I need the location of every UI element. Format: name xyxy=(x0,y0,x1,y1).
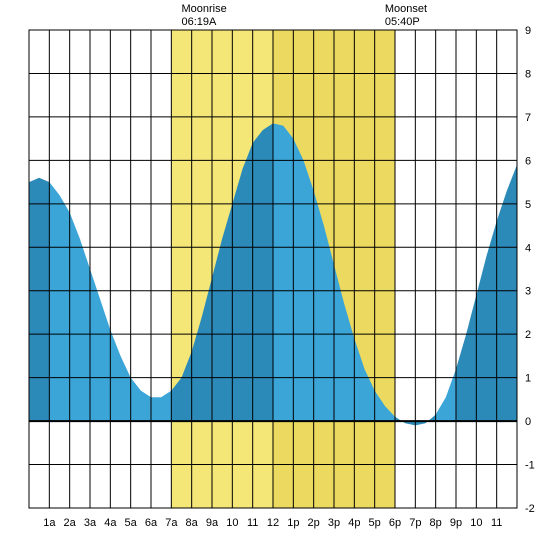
y-tick-label: 4 xyxy=(525,242,531,254)
x-tick-label: 6p xyxy=(389,517,401,529)
x-tick-label: 10 xyxy=(226,517,238,529)
x-tick-label: 11 xyxy=(491,517,502,529)
x-tick-label: 7p xyxy=(409,517,421,529)
x-tick-label: 1a xyxy=(43,517,56,529)
y-tick-label: 5 xyxy=(525,199,531,211)
y-tick-label: -1 xyxy=(525,460,535,472)
chart-svg: -2-101234567891a2a3a4a5a6a7a8a9a1011121p… xyxy=(0,0,550,550)
x-tick-label: 2a xyxy=(64,517,77,529)
x-tick-label: 11 xyxy=(247,517,258,529)
moonrise-label: Moonrise xyxy=(182,3,227,15)
x-tick-label: 3a xyxy=(84,517,97,529)
moonset-label: Moonset xyxy=(385,3,427,15)
x-tick-label: 3p xyxy=(328,517,340,529)
x-tick-label: 6a xyxy=(145,517,158,529)
moonset-time: 05:40P xyxy=(385,16,420,28)
y-tick-label: 2 xyxy=(525,329,531,341)
y-tick-label: 8 xyxy=(525,68,531,80)
tide-area xyxy=(436,369,456,421)
moonrise-time: 06:19A xyxy=(182,16,218,28)
y-tick-label: 6 xyxy=(525,155,531,167)
x-tick-label: 12 xyxy=(267,517,279,529)
x-tick-label: 2p xyxy=(308,517,320,529)
x-tick-label: 4a xyxy=(104,517,117,529)
x-tick-label: 9p xyxy=(450,517,462,529)
y-tick-label: 0 xyxy=(525,416,531,428)
x-tick-label: 8a xyxy=(186,517,199,529)
x-tick-label: 5a xyxy=(125,517,138,529)
x-tick-label: 10 xyxy=(470,517,482,529)
y-tick-label: -2 xyxy=(525,503,535,515)
x-tick-label: 8p xyxy=(430,517,442,529)
y-tick-label: 9 xyxy=(525,25,531,37)
y-tick-label: 7 xyxy=(525,112,531,124)
y-tick-label: 1 xyxy=(525,373,531,385)
tide-area xyxy=(456,165,517,421)
x-tick-label: 1p xyxy=(287,517,299,529)
tide-chart: -2-101234567891a2a3a4a5a6a7a8a9a1011121p… xyxy=(0,0,550,550)
x-tick-label: 5p xyxy=(369,517,381,529)
x-tick-label: 9a xyxy=(206,517,219,529)
x-tick-label: 7a xyxy=(165,517,178,529)
tide-area xyxy=(29,178,49,421)
y-tick-label: 3 xyxy=(525,286,531,298)
x-tick-label: 4p xyxy=(348,517,360,529)
